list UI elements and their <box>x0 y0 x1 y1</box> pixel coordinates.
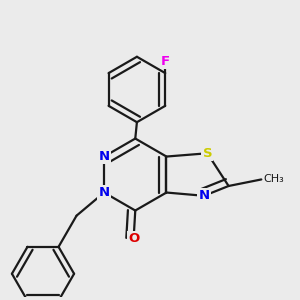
Text: N: N <box>199 189 210 202</box>
Text: S: S <box>202 147 212 160</box>
Text: F: F <box>161 55 170 68</box>
Text: CH₃: CH₃ <box>263 174 284 184</box>
Text: N: N <box>98 186 110 199</box>
Text: O: O <box>128 232 139 245</box>
Text: N: N <box>98 150 110 163</box>
